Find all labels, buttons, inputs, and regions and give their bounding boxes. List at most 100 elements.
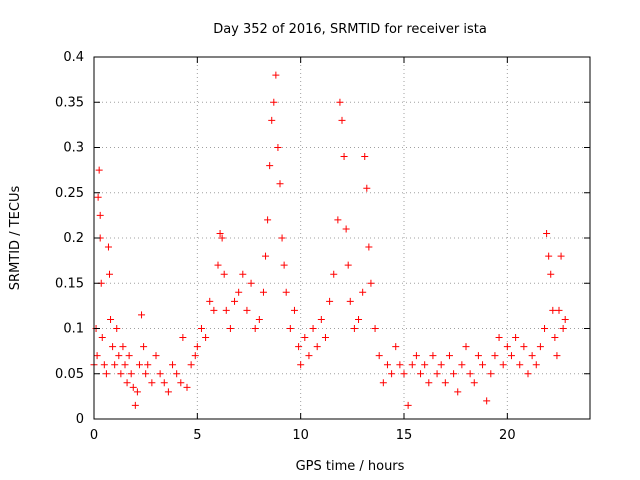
y-tick-label: 0.4 [63, 50, 84, 65]
data-point [479, 361, 487, 369]
data-point [309, 325, 317, 332]
data-point [454, 388, 462, 396]
data-point [543, 229, 551, 237]
data-point [295, 343, 303, 351]
data-point [202, 334, 210, 342]
chart-title: Day 352 of 2016, SRMTID for receiver ist… [213, 22, 487, 37]
data-point [129, 383, 137, 391]
data-point [135, 361, 143, 369]
data-point [458, 361, 466, 369]
data-point [392, 343, 400, 351]
data-point [193, 343, 201, 351]
data-point [520, 343, 528, 351]
data-point [388, 370, 396, 378]
data-point [305, 352, 313, 360]
data-point [375, 352, 383, 360]
data-point [251, 325, 259, 332]
data-point [164, 388, 172, 396]
x-tick-label: 20 [499, 428, 516, 443]
data-point [512, 334, 520, 342]
data-point [532, 361, 540, 369]
data-point [152, 352, 160, 360]
data-point [346, 297, 354, 305]
data-point [429, 352, 437, 360]
data-point [106, 270, 113, 278]
y-tick-label: 0.2 [63, 231, 84, 246]
y-tick-label: 0 [76, 412, 84, 427]
data-point [344, 261, 352, 269]
data-point [183, 383, 191, 391]
data-point [491, 352, 499, 360]
data-point [437, 361, 445, 369]
data-point [301, 334, 309, 342]
data-point [417, 370, 425, 378]
data-point [321, 334, 329, 342]
data-point [553, 352, 561, 360]
data-point [117, 370, 125, 378]
data-point [408, 361, 416, 369]
axis-ticks: 0 0.05 0.1 0.15 0.2 0.25 0.3 0.35 0.4 0 5 10 15 20 [55, 50, 590, 443]
data-point [466, 370, 474, 378]
data-point [383, 361, 391, 369]
data-point [262, 252, 270, 260]
data-point [148, 379, 156, 387]
data-point [495, 334, 503, 342]
data-point [119, 343, 127, 351]
data-point [93, 352, 101, 360]
data-point [487, 370, 495, 378]
data-point [326, 297, 334, 305]
data-point [313, 343, 321, 351]
data-point [503, 343, 511, 351]
data-point [109, 343, 117, 351]
data-point [243, 306, 251, 314]
data-point [290, 306, 298, 314]
y-tick-label: 0.15 [55, 276, 84, 291]
data-point [555, 306, 563, 314]
data-point [336, 98, 344, 106]
x-tick-label: 15 [396, 428, 413, 443]
data-point [441, 379, 449, 387]
data-point [528, 352, 536, 360]
data-point [123, 379, 131, 387]
y-axis-label: SRMTID / TECUs [8, 186, 23, 291]
data-point [138, 311, 146, 319]
data-point [365, 243, 373, 251]
data-point [191, 352, 199, 360]
y-tick-label: 0.1 [63, 322, 84, 337]
data-point [214, 261, 222, 269]
data-point [445, 352, 453, 360]
data-point [536, 343, 544, 351]
data-point [247, 279, 255, 287]
data-point [499, 361, 507, 369]
grid [94, 57, 590, 419]
data-point [218, 234, 226, 242]
data-point [462, 343, 470, 351]
data-point [272, 71, 280, 79]
data-point [142, 370, 150, 378]
data-point [400, 370, 408, 378]
data-point [173, 370, 181, 378]
data-point [342, 225, 350, 233]
data-point [450, 370, 458, 378]
data-point [280, 261, 288, 269]
data-point [425, 379, 433, 387]
data-point [131, 401, 139, 409]
data-point [412, 352, 420, 360]
y-tick-label: 0.25 [55, 186, 84, 201]
data-point [111, 361, 119, 369]
data-point [330, 270, 338, 278]
data-point [216, 229, 224, 237]
data-point [371, 325, 379, 332]
data-point [404, 401, 412, 409]
data-point [100, 361, 108, 369]
data-point [255, 315, 263, 323]
data-point [197, 325, 205, 332]
data-point [187, 361, 195, 369]
data-point [474, 352, 482, 360]
data-point [359, 288, 367, 296]
data-point [222, 306, 230, 314]
data-point [107, 315, 115, 323]
data-point [549, 306, 557, 314]
x-tick-label: 5 [193, 428, 201, 443]
